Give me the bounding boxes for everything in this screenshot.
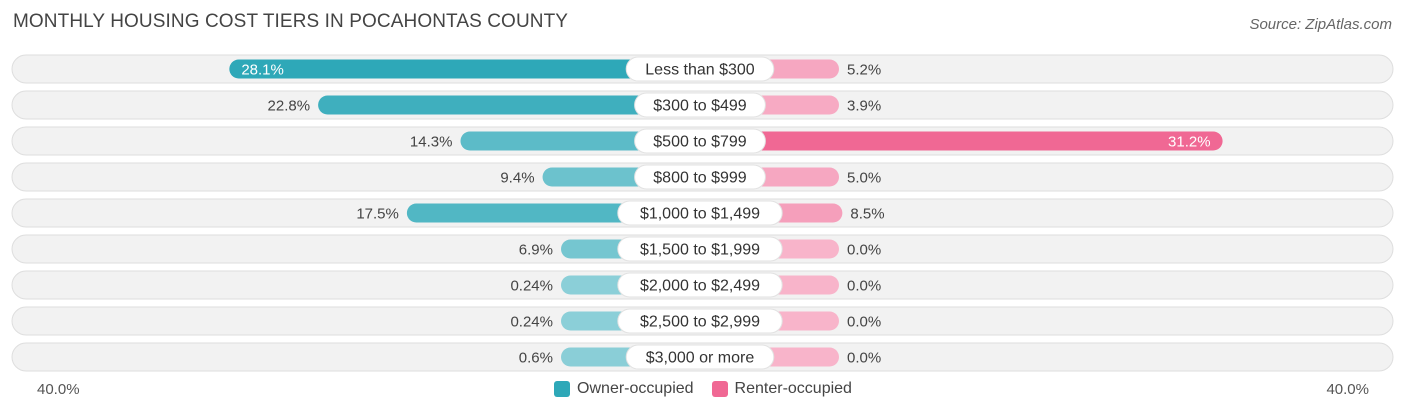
- source-label: Source: ZipAtlas.com: [1249, 16, 1392, 33]
- renter-value-label: 0.0%: [847, 314, 881, 331]
- category-label: $500 to $799: [653, 134, 747, 151]
- owner-value-label: 0.24%: [510, 278, 553, 295]
- category-label: $800 to $999: [653, 170, 747, 187]
- owner-value-label: 0.6%: [519, 350, 553, 367]
- renter-value-label: 31.2%: [1168, 134, 1211, 151]
- legend-item-owner[interactable]: Owner-occupied: [554, 380, 694, 398]
- legend-label-renter: Renter-occupied: [734, 380, 852, 397]
- legend-label-owner: Owner-occupied: [577, 380, 694, 397]
- category-label: Less than $300: [645, 62, 755, 79]
- renter-value-label: 8.5%: [850, 206, 884, 223]
- owner-value-label: 0.24%: [510, 314, 553, 331]
- renter-value-label: 0.0%: [847, 350, 881, 367]
- bar-owner: [318, 95, 700, 115]
- bar-owner: [229, 59, 700, 79]
- category-pill: [617, 272, 783, 298]
- renter-value-label: 5.2%: [847, 62, 881, 79]
- owner-value-label: 17.5%: [356, 206, 399, 223]
- owner-value-label: 6.9%: [519, 242, 553, 259]
- axis-left-label: 40.0%: [37, 381, 80, 398]
- category-label: $2,500 to $2,999: [640, 314, 760, 331]
- category-pill: [617, 200, 783, 226]
- category-label: $3,000 or more: [646, 350, 755, 367]
- category-pill: [625, 56, 775, 82]
- category-pill: [625, 344, 775, 370]
- category-label: $1,500 to $1,999: [640, 242, 760, 259]
- owner-value-label: 9.4%: [500, 170, 534, 187]
- category-label: $300 to $499: [653, 98, 747, 115]
- category-label: $2,000 to $2,499: [640, 278, 760, 295]
- legend-swatch-renter: [711, 381, 728, 397]
- bar-renter: [700, 131, 1223, 151]
- renter-value-label: 0.0%: [847, 278, 881, 295]
- category-pill: [617, 308, 783, 334]
- axis-right-label: 40.0%: [1326, 381, 1369, 398]
- owner-value-label: 22.8%: [268, 98, 311, 115]
- legend: Owner-occupied Renter-occupied: [0, 380, 1406, 398]
- legend-swatch-owner: [554, 381, 571, 397]
- chart-title: MONTHLY HOUSING COST TIERS IN POCAHONTAS…: [13, 11, 569, 32]
- category-pill: [617, 236, 783, 262]
- renter-value-label: 5.0%: [847, 170, 881, 187]
- renter-value-label: 3.9%: [847, 98, 881, 115]
- legend-item-renter[interactable]: Renter-occupied: [711, 380, 852, 398]
- owner-value-label: 14.3%: [410, 134, 453, 151]
- owner-value-label: 28.1%: [241, 62, 284, 79]
- category-pill: [634, 164, 766, 190]
- category-pill: [634, 128, 766, 154]
- category-pill: [634, 92, 766, 118]
- renter-value-label: 0.0%: [847, 242, 881, 259]
- category-label: $1,000 to $1,499: [640, 206, 760, 223]
